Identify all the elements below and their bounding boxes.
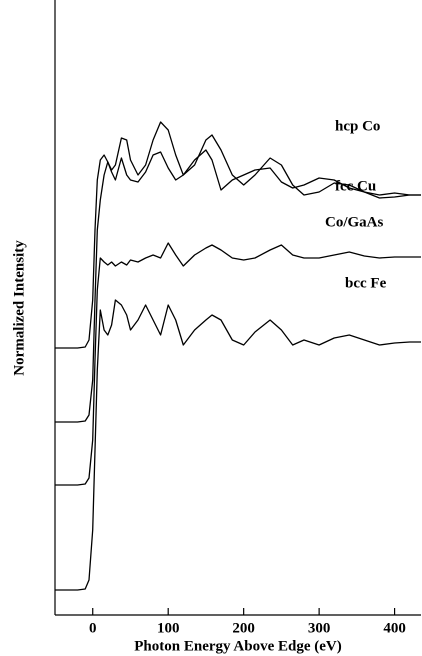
series-label: Co/GaAs: [325, 214, 384, 230]
x-tick-label: 0: [89, 620, 97, 636]
spectrum-line: [55, 149, 421, 423]
x-tick-label: 100: [157, 620, 180, 636]
spectrum-line: [55, 242, 421, 486]
x-tick-label: 400: [383, 620, 406, 636]
x-tick-label: 300: [308, 620, 331, 636]
spectrum-line: [55, 299, 421, 591]
series-label: fcc Cu: [335, 178, 376, 194]
y-axis-label: Normalized Intensity: [11, 240, 27, 376]
spectrum-line: [55, 121, 421, 349]
x-tick-label: 200: [232, 620, 255, 636]
series-label: bcc Fe: [345, 275, 387, 291]
series-label: hcp Co: [335, 118, 380, 134]
x-axis-label: Photon Energy Above Edge (eV): [134, 638, 342, 654]
